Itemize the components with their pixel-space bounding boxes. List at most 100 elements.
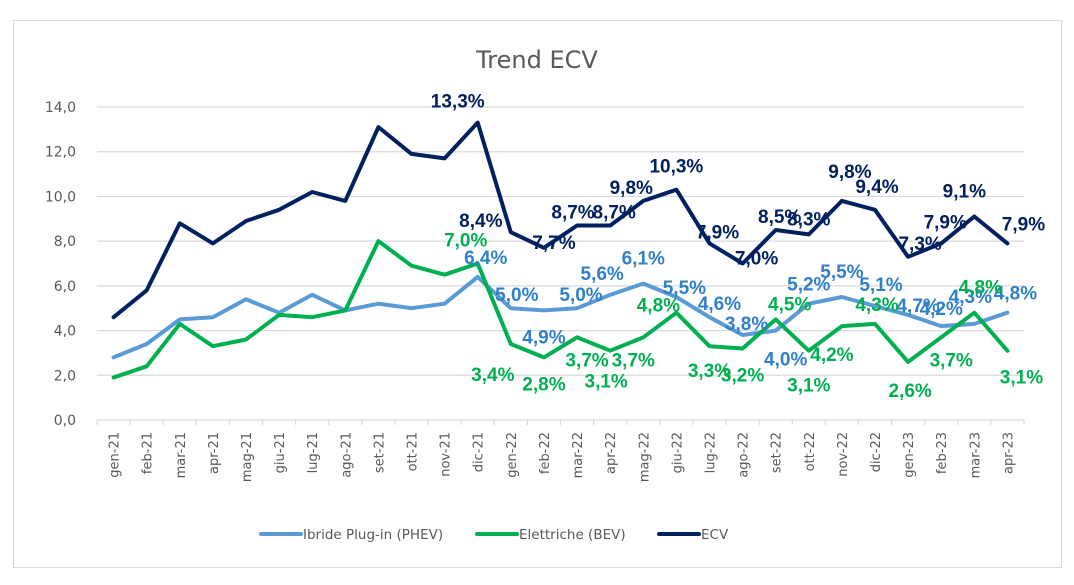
- data-label: 3,2%: [721, 365, 764, 386]
- data-label: 7,0%: [444, 231, 487, 252]
- data-label: 7,3%: [898, 234, 941, 255]
- chart-area: [13, 20, 1062, 568]
- data-label: 7,9%: [696, 222, 739, 243]
- y-tick-label: 4,0: [54, 324, 76, 340]
- data-label: 4,3%: [949, 287, 992, 308]
- x-tick-label: mar-23: [968, 432, 983, 478]
- x-tick-label: giu-22: [670, 432, 685, 473]
- data-labels: 6,4%5,0%4,9%5,0%5,6%6,1%5,5%4,6%3,8%4,0%…: [431, 92, 1045, 402]
- x-tick-label: giu-21: [273, 432, 288, 473]
- data-label: 3,1%: [1000, 368, 1043, 389]
- x-tick-label: mar-22: [571, 432, 586, 478]
- data-label: 3,1%: [585, 372, 628, 393]
- series-line-ibride-plug-in-phev: [111, 274, 1010, 360]
- data-label: 4,5%: [768, 294, 811, 315]
- x-tick-label: ott-22: [803, 432, 818, 471]
- data-label: 4,7%: [896, 296, 939, 317]
- data-label: 5,5%: [663, 278, 706, 299]
- data-label: 5,6%: [581, 264, 624, 285]
- data-label: 4,6%: [698, 294, 741, 315]
- x-tick-label: mar-21: [174, 432, 189, 478]
- data-label: 5,0%: [495, 285, 538, 306]
- x-tick-label: lug-22: [703, 432, 718, 473]
- gridlines: [97, 106, 1024, 421]
- data-label: 3,4%: [471, 365, 514, 386]
- data-label: 6,1%: [622, 249, 665, 270]
- x-tick-label: feb-21: [141, 432, 156, 474]
- x-tick-label: nov-22: [836, 432, 851, 477]
- data-label: 3,8%: [725, 314, 768, 335]
- data-label: 8,4%: [459, 211, 502, 232]
- data-label: 3,7%: [930, 350, 973, 371]
- x-tick-label: lug-21: [306, 432, 321, 473]
- x-tick-label: apr-21: [207, 432, 222, 474]
- x-tick-label: feb-23: [935, 432, 950, 474]
- data-label: 4,0%: [764, 350, 807, 371]
- legend-item[interactable]: ECV: [657, 527, 729, 543]
- y-tick-label: 6,0: [54, 279, 76, 295]
- data-label: 8,3%: [787, 209, 830, 230]
- x-tick-label: feb-22: [538, 432, 553, 474]
- data-label: 7,7%: [532, 233, 575, 254]
- y-tick-label: 2,0: [54, 368, 76, 384]
- data-label: 4,9%: [522, 327, 565, 348]
- data-label: 13,3%: [431, 92, 485, 113]
- x-tick-label: dic-21: [472, 432, 487, 472]
- legend-label: ECV: [701, 527, 729, 543]
- data-label: 8,7%: [551, 202, 594, 223]
- data-label: 9,4%: [855, 177, 898, 198]
- data-label: 3,1%: [787, 376, 830, 397]
- x-tick-label: ago-22: [737, 432, 752, 478]
- data-label: 4,2%: [810, 345, 853, 366]
- y-tick-label: 8,0: [54, 234, 76, 250]
- data-label: 10,3%: [649, 157, 703, 178]
- data-label: 4,8%: [994, 284, 1037, 305]
- x-tick-label: ago-21: [339, 432, 354, 478]
- y-tick-label: 10,0: [45, 189, 76, 205]
- x-tick-label: gen-23: [902, 432, 917, 478]
- data-label: 9,8%: [828, 162, 871, 183]
- x-tick-label: gen-22: [505, 432, 520, 478]
- data-label: 4,8%: [637, 296, 680, 317]
- series-line-ecv: [111, 120, 1010, 320]
- y-tick-label: 0,0: [54, 413, 76, 429]
- data-label: 3,3%: [688, 361, 731, 382]
- data-label: 4,8%: [959, 278, 1002, 299]
- data-label: 3,7%: [565, 350, 608, 371]
- x-tick-label: ott-21: [406, 432, 421, 471]
- x-tick-label: mag-21: [240, 432, 255, 482]
- x-tick-label: apr-23: [1001, 432, 1016, 474]
- series-line-elettriche-bev: [111, 239, 1010, 380]
- data-label: 5,2%: [787, 275, 830, 296]
- data-label: 4,2%: [920, 299, 963, 320]
- data-label: 8,5%: [758, 207, 801, 228]
- data-label: 7,0%: [735, 249, 778, 270]
- x-axis: gen-21 feb-21 mar-21 apr-21 mag-21 giu-21 lug-…: [96, 420, 1025, 482]
- data-label: 4,3%: [855, 295, 898, 316]
- legend-label: Elettriche (BEV): [519, 527, 626, 543]
- x-tick-label: apr-22: [604, 432, 619, 474]
- x-tick-label: set-22: [770, 432, 785, 473]
- data-label: 7,9%: [1002, 214, 1045, 235]
- data-label: 5,5%: [820, 262, 863, 283]
- legend-label: Ibride Plug-in (PHEV): [303, 527, 443, 543]
- legend[interactable]: Ibride Plug-in (PHEV) Elettriche (BEV) ECV: [259, 527, 729, 543]
- legend-item[interactable]: Ibride Plug-in (PHEV): [259, 527, 443, 543]
- x-tick-label: set-21: [372, 432, 387, 473]
- x-tick-label: mag-22: [637, 432, 652, 482]
- data-label: 9,8%: [610, 178, 653, 199]
- x-tick-label: dic-22: [869, 432, 884, 472]
- data-label: 8,7%: [593, 202, 636, 223]
- x-tick-label: gen-21: [108, 432, 123, 478]
- y-tick-label: 14,0: [45, 100, 76, 116]
- legend-item[interactable]: Elettriche (BEV): [475, 527, 626, 543]
- x-tick-label: nov-21: [439, 432, 454, 477]
- data-label: 9,1%: [943, 182, 986, 203]
- y-tick-label: 12,0: [45, 145, 76, 161]
- data-label: 2,6%: [888, 381, 931, 402]
- series-lines: [111, 120, 1010, 380]
- data-label: 6,4%: [464, 248, 507, 269]
- data-label: 7,9%: [924, 212, 967, 233]
- y-axis: 0,0 2,0 4,0 6,0 8,0 10,0 12,0 14,0: [45, 100, 76, 429]
